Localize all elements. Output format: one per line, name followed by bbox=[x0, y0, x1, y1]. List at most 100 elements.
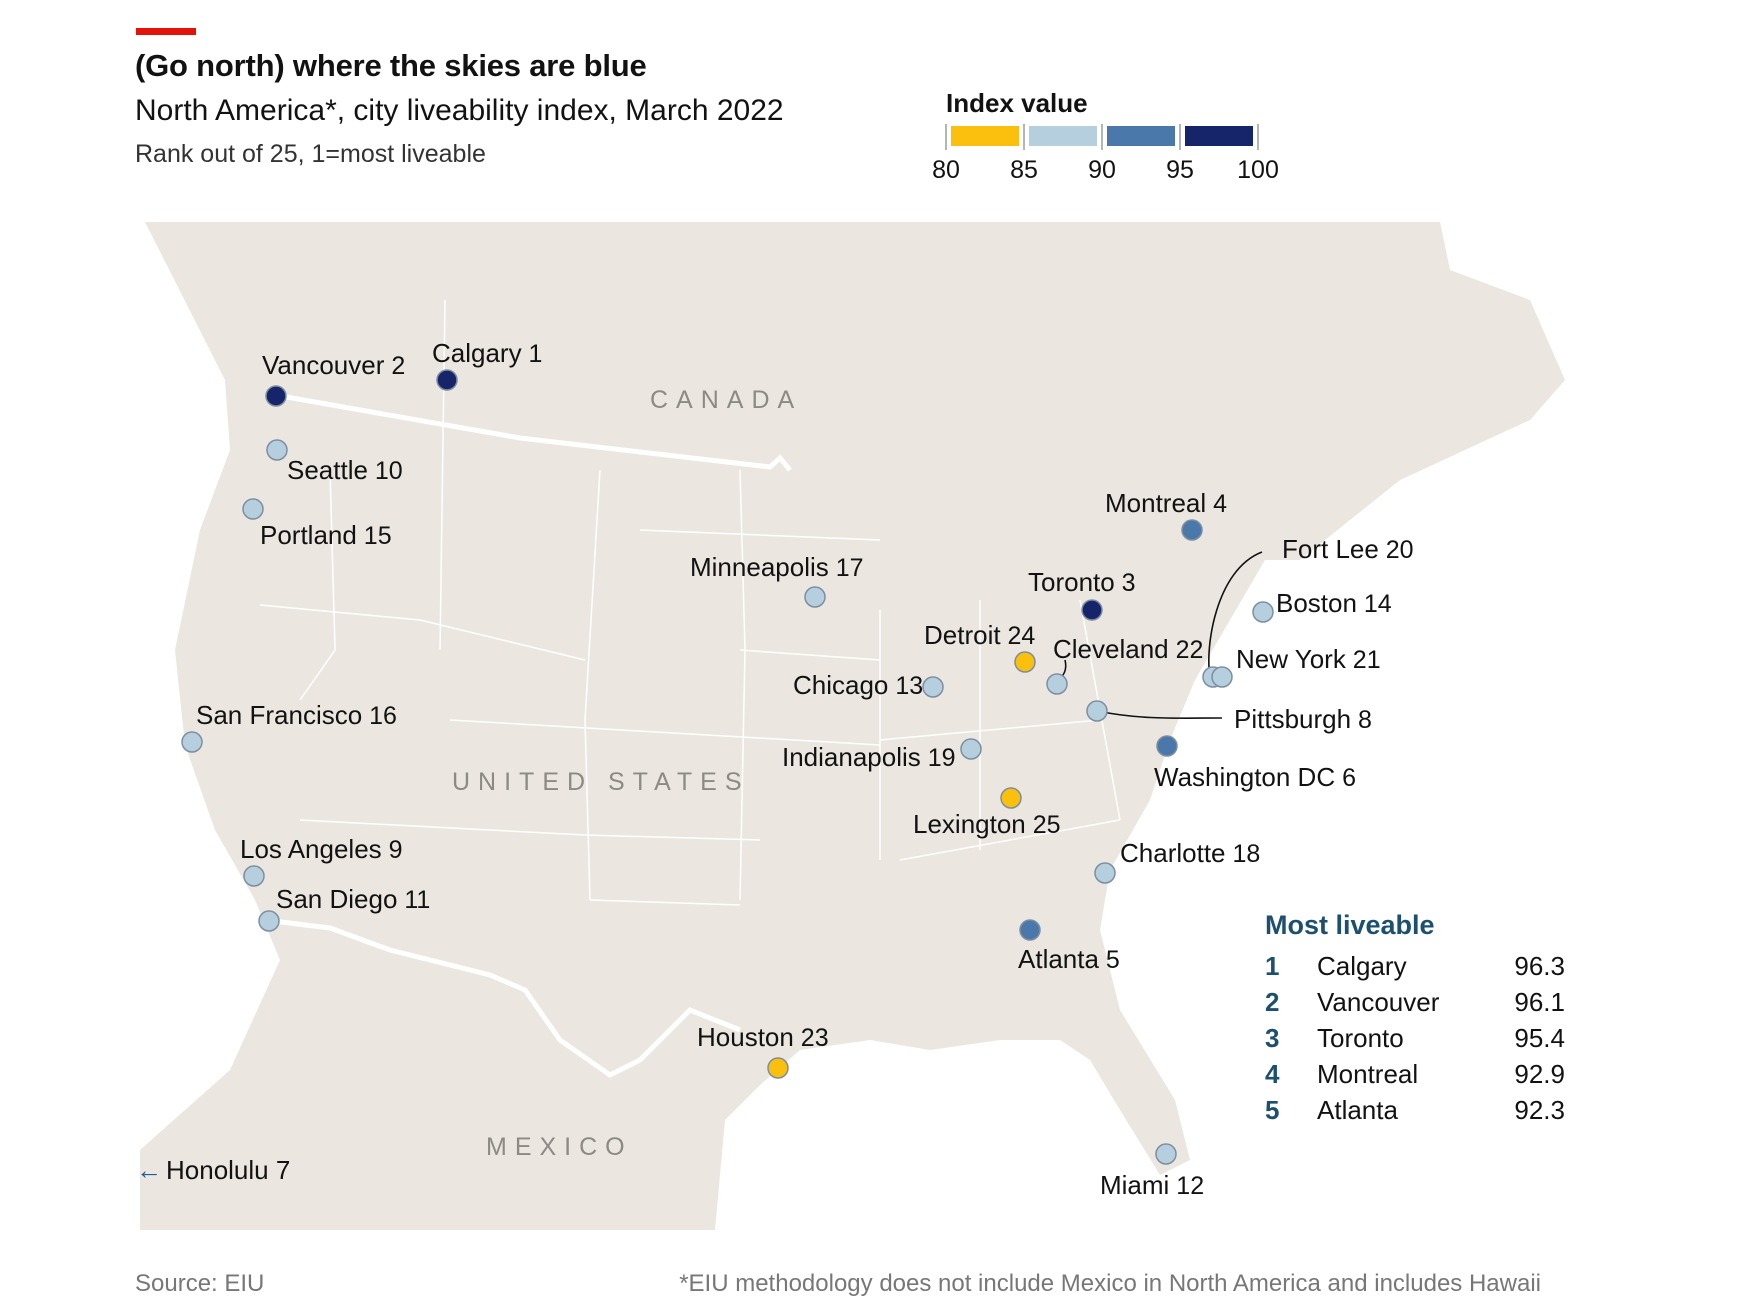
table-rank: 1 bbox=[1265, 951, 1280, 981]
city-label-vancouver: Vancouver 2 bbox=[262, 350, 405, 380]
city-name: Lexington bbox=[913, 809, 1026, 839]
region-labels: CANADA UNITED STATES MEXICO bbox=[452, 386, 802, 1161]
legend-tick-label: 90 bbox=[1088, 156, 1116, 184]
city-markers bbox=[181, 369, 1274, 1165]
city-marker-los-angeles bbox=[243, 865, 265, 887]
city-label-portland: Portland 15 bbox=[260, 520, 392, 550]
city-marker-toronto bbox=[1081, 599, 1103, 621]
table-city: Calgary bbox=[1317, 951, 1407, 981]
city-name: Portland bbox=[260, 520, 357, 550]
table-city: Montreal bbox=[1317, 1059, 1419, 1089]
city-name: San Francisco bbox=[196, 700, 362, 730]
legend-swatch bbox=[1029, 126, 1097, 146]
city-label-san-francisco: San Francisco 16 bbox=[196, 700, 397, 730]
city-marker-new-york bbox=[1211, 666, 1233, 688]
city-label-boston: Boston 14 bbox=[1276, 588, 1392, 618]
city-label-montreal: Montreal 4 bbox=[1105, 488, 1227, 518]
table-rank: 5 bbox=[1265, 1095, 1280, 1125]
city-name: Chicago bbox=[793, 670, 888, 700]
city-name: Detroit bbox=[924, 620, 1001, 650]
city-name: Fort Lee bbox=[1282, 534, 1379, 564]
city-label-miami: Miami 12 bbox=[1100, 1170, 1204, 1200]
table-value: 92.3 bbox=[1514, 1095, 1565, 1125]
city-marker-san-francisco bbox=[181, 731, 203, 753]
city-name: Seattle bbox=[287, 455, 368, 485]
legend-tick-label: 85 bbox=[1010, 156, 1038, 184]
city-rank: 25 bbox=[1026, 811, 1061, 839]
city-label-calgary: Calgary 1 bbox=[432, 338, 542, 368]
city-name: Atlanta bbox=[1018, 944, 1099, 974]
city-label-washington-dc: Washington DC 6 bbox=[1154, 762, 1356, 792]
table-row: 1 Calgary 96.3 bbox=[1265, 951, 1565, 987]
city-rank: 9 bbox=[382, 836, 403, 864]
city-rank: 14 bbox=[1357, 590, 1392, 618]
index-legend: Index value 80 85 90 95 100 bbox=[930, 88, 1290, 188]
table-row: 2 Vancouver 96.1 bbox=[1265, 987, 1565, 1023]
city-label-san-diego: San Diego 11 bbox=[276, 884, 430, 914]
city-name: Calgary bbox=[432, 338, 522, 368]
city-marker-boston bbox=[1252, 601, 1274, 623]
legend-tick bbox=[1023, 124, 1025, 150]
city-rank: 11 bbox=[397, 886, 430, 914]
city-marker-washington-dc bbox=[1156, 735, 1178, 757]
city-rank: 1 bbox=[522, 340, 543, 368]
city-rank: 17 bbox=[829, 554, 864, 582]
city-label-indianapolis: Indianapolis 19 bbox=[782, 742, 956, 772]
city-marker-san-diego bbox=[258, 910, 280, 932]
table-value: 95.4 bbox=[1514, 1023, 1565, 1053]
city-name: Minneapolis bbox=[690, 552, 829, 582]
legend-tick-label: 95 bbox=[1166, 156, 1194, 184]
table-city: Vancouver bbox=[1317, 987, 1440, 1017]
city-name: Los Angeles bbox=[240, 834, 382, 864]
city-name: Cleveland bbox=[1053, 634, 1169, 664]
legend-swatch bbox=[1107, 126, 1175, 146]
city-marker-indianapolis bbox=[960, 738, 982, 760]
left-arrow-icon: ← bbox=[136, 1155, 162, 1185]
city-name: San Diego bbox=[276, 884, 397, 914]
city-rank: 18 bbox=[1226, 840, 1261, 868]
city-marker-atlanta bbox=[1019, 919, 1041, 941]
city-label-fort-lee: Fort Lee 20 bbox=[1282, 534, 1414, 564]
city-name: Miami bbox=[1100, 1170, 1169, 1200]
city-label-houston: Houston 23 bbox=[697, 1022, 829, 1052]
city-label-minneapolis: Minneapolis 17 bbox=[690, 552, 864, 582]
table-value: 96.1 bbox=[1514, 987, 1565, 1017]
legend-title: Index value bbox=[946, 88, 1088, 118]
honolulu-rank: 7 bbox=[275, 1155, 291, 1185]
table-rank: 3 bbox=[1265, 1023, 1280, 1053]
city-marker-seattle bbox=[266, 439, 288, 461]
legend-swatch bbox=[1185, 126, 1253, 146]
city-name: Vancouver bbox=[262, 350, 385, 380]
fort-lee-leader-line bbox=[1208, 551, 1263, 676]
city-label-seattle: Seattle 10 bbox=[287, 455, 403, 485]
city-name: Washington DC bbox=[1154, 762, 1335, 792]
table-row: 3 Toronto 95.4 bbox=[1265, 1023, 1565, 1059]
table-city: Toronto bbox=[1317, 1023, 1404, 1053]
us-mexico-border bbox=[264, 917, 741, 1078]
legend-tick bbox=[1257, 124, 1259, 150]
most-liveable-table: Most liveable 1 Calgary 96.3 2 Vancouver… bbox=[1265, 910, 1565, 1131]
city-marker-houston bbox=[767, 1057, 789, 1079]
city-marker-chicago bbox=[922, 676, 944, 698]
table-row: 4 Montreal 92.9 bbox=[1265, 1059, 1565, 1095]
city-rank: 6 bbox=[1335, 764, 1356, 792]
legend-tick bbox=[1101, 124, 1103, 150]
chart-title: (Go north) where the skies are blue bbox=[135, 48, 647, 83]
table-value: 96.3 bbox=[1514, 951, 1565, 981]
region-label-canada: CANADA bbox=[650, 386, 802, 414]
legend-tick-label: 100 bbox=[1237, 156, 1279, 184]
pittsburgh-leader-line bbox=[1097, 710, 1223, 719]
honolulu-name: Honolulu bbox=[166, 1155, 269, 1185]
city-rank: 3 bbox=[1115, 569, 1136, 597]
city-rank: 22 bbox=[1169, 636, 1204, 664]
city-marker-detroit bbox=[1014, 651, 1036, 673]
chart-note: Rank out of 25, 1=most liveable bbox=[135, 140, 486, 168]
city-name: New York bbox=[1236, 644, 1347, 674]
city-label-detroit: Detroit 24 bbox=[924, 620, 1035, 650]
table-value: 92.9 bbox=[1514, 1059, 1565, 1089]
city-rank: 5 bbox=[1099, 946, 1120, 974]
city-marker-lexington bbox=[1000, 787, 1022, 809]
city-marker-minneapolis bbox=[804, 586, 826, 608]
city-marker-montreal bbox=[1181, 519, 1203, 541]
city-rank: 12 bbox=[1169, 1172, 1204, 1200]
